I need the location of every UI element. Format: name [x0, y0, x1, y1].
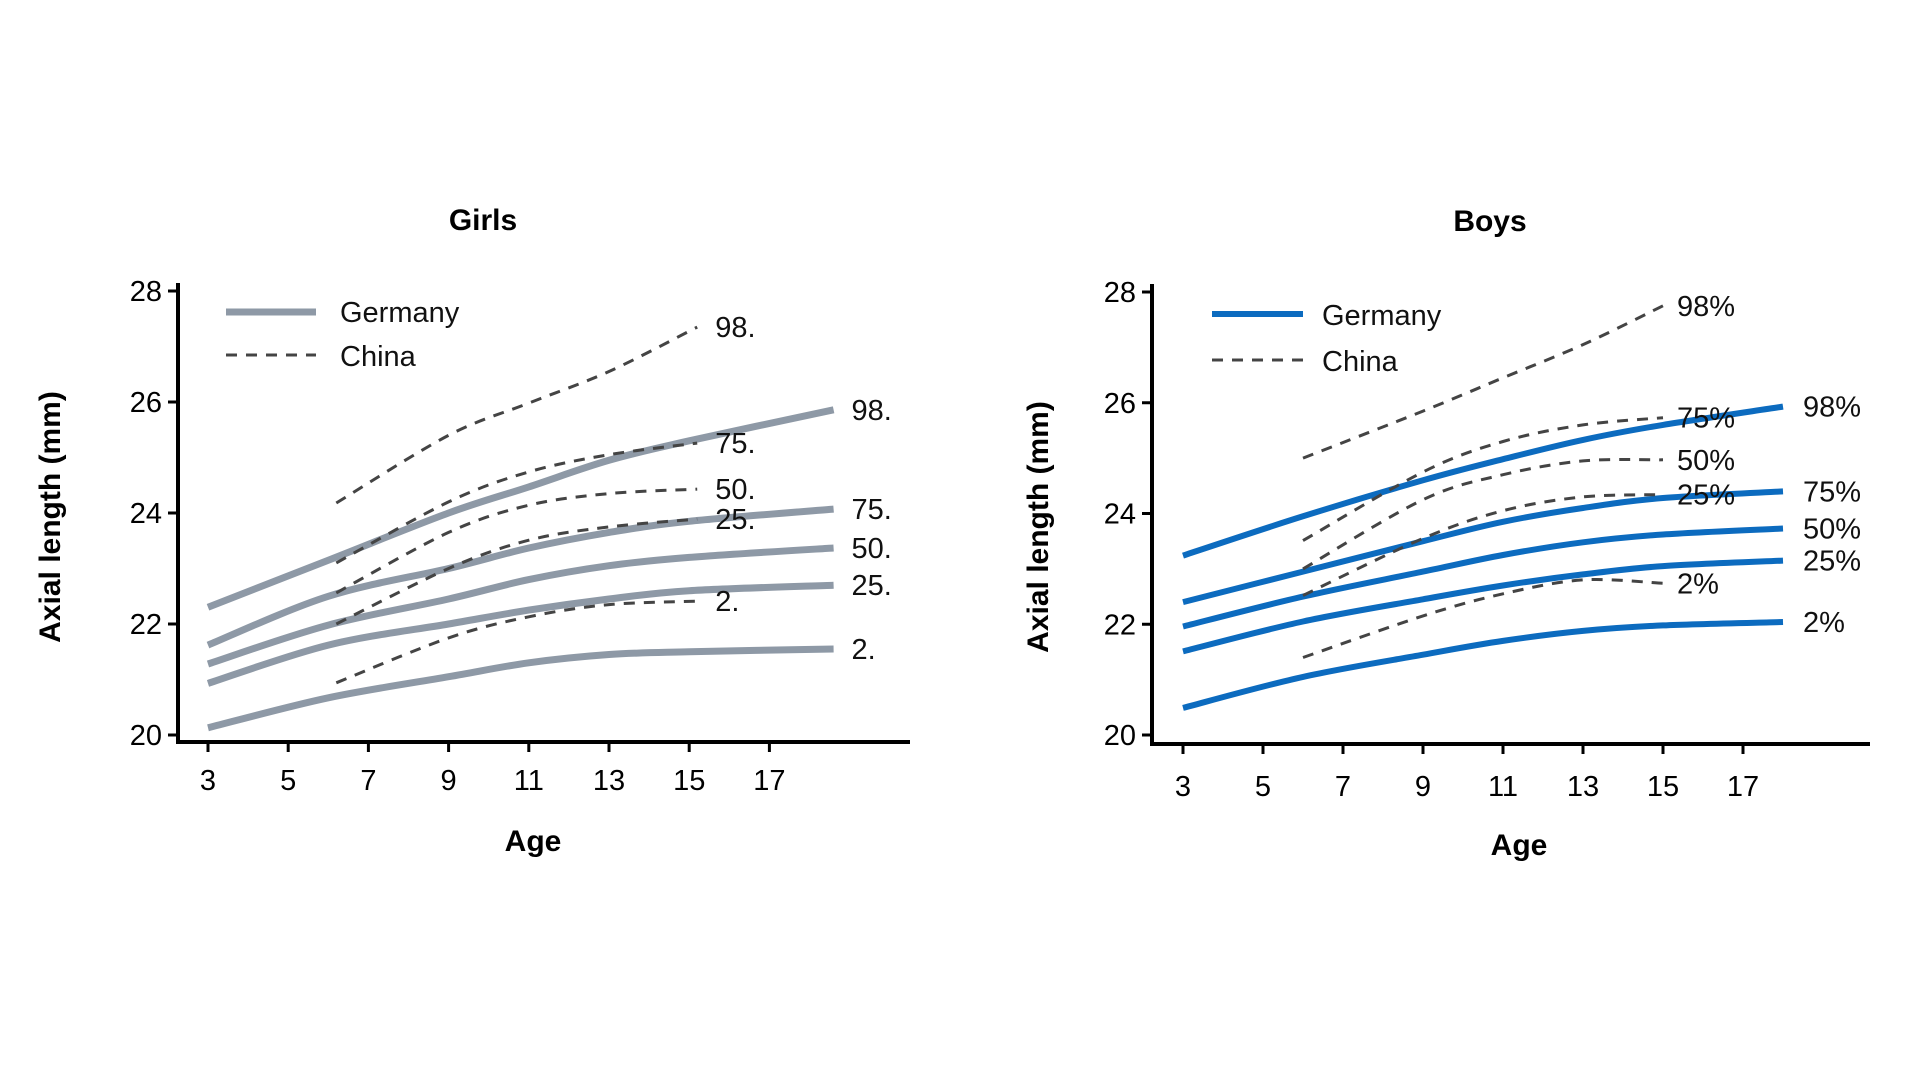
x-tick-label: 7 [360, 765, 376, 797]
series-line-china-75th [1302, 416, 1664, 542]
end-label-germany-75th: 75. [852, 494, 892, 526]
axes: 20 22 24 26 28 3 5 7 9 11 13 15 17 [130, 276, 910, 797]
end-label-germany-98th: 98. [852, 395, 892, 427]
x-tick-label: 3 [1175, 771, 1191, 803]
end-label-germany-25th: 25. [852, 570, 892, 602]
end-label-china-75th: 75% [1677, 403, 1735, 435]
x-tick-label: 13 [593, 765, 625, 797]
legend-label-china: China [340, 341, 417, 373]
end-label-germany-75th: 75% [1803, 476, 1861, 508]
x-tick-label: 11 [1488, 771, 1518, 803]
series-line-china-2nd [1302, 578, 1664, 659]
y-tick-label: 20 [1104, 720, 1136, 752]
y-tick-label: 28 [130, 276, 162, 308]
chart-legend: Germany China [1212, 300, 1442, 378]
series-line-china-25th [335, 517, 698, 626]
x-tick-label: 15 [673, 765, 705, 797]
series-line-germany-98th [1182, 403, 1784, 559]
series-line-germany-75th [1182, 488, 1784, 606]
x-tick-label: 9 [441, 765, 457, 797]
series-line-germany-2nd [1182, 619, 1784, 711]
end-label-germany-2nd: 2. [852, 634, 876, 666]
x-tick-label: 13 [1567, 771, 1599, 803]
x-tick-label: 15 [1647, 771, 1679, 803]
y-tick-label: 22 [1104, 609, 1136, 641]
plot-area: 98%75%50%25%2%98%75%50%25%2% [1182, 291, 1861, 711]
series-line-germany-50th [206, 544, 834, 668]
x-tick-label: 11 [514, 765, 544, 797]
end-label-china-50th: 50. [715, 474, 755, 506]
legend-label-china: China [1322, 346, 1399, 378]
series-line-germany-25th [1182, 557, 1784, 655]
legend-label-germany: Germany [1322, 300, 1442, 332]
x-tick-label: 17 [1727, 771, 1759, 803]
x-axis-title: Age [505, 825, 562, 858]
end-label-china-50th: 50% [1677, 445, 1735, 477]
y-axis-title: Axial length (mm) [1022, 401, 1055, 653]
y-axis-title: Axial length (mm) [34, 391, 67, 643]
end-label-germany-50th: 50% [1803, 513, 1861, 545]
x-tick-label: 5 [1255, 771, 1271, 803]
series-line-china-75th [335, 441, 698, 565]
chart-legend: Germany China [226, 297, 460, 373]
end-label-china-25th: 25% [1677, 480, 1735, 512]
x-tick-label: 17 [753, 765, 785, 797]
x-axis-title: Age [1491, 829, 1548, 862]
boys-chart-panel: Boys Axial length (mm) Age Germany China… [1022, 205, 1870, 862]
x-tick-label: 7 [1335, 771, 1351, 803]
series-line-germany-2nd [207, 645, 834, 732]
end-label-china-25th: 25. [715, 504, 755, 536]
y-tick-label: 24 [1104, 499, 1136, 531]
x-tick-label: 5 [280, 765, 296, 797]
end-label-china-98th: 98% [1677, 291, 1735, 323]
axes: 20 22 24 26 28 3 5 7 9 11 13 15 17 [1104, 277, 1870, 803]
end-label-germany-2nd: 2% [1803, 607, 1845, 639]
girls-chart-panel: Girls Axial length (mm) Age Germany Chin… [34, 204, 910, 858]
end-label-germany-98th: 98% [1803, 392, 1861, 424]
series-line-china-50th [1302, 457, 1664, 571]
y-tick-label: 26 [1104, 388, 1136, 420]
end-label-china-75th: 75. [715, 428, 755, 460]
y-tick-label: 26 [130, 387, 162, 419]
plot-area: 98.75.50.25.2.98.75.50.25.2. [206, 312, 892, 732]
y-tick-label: 28 [1104, 277, 1136, 309]
legend-label-germany: Germany [340, 297, 460, 329]
end-label-china-2nd: 2. [715, 586, 739, 618]
series-line-germany-50th [1182, 525, 1784, 630]
end-label-germany-25th: 25% [1803, 546, 1861, 578]
series-line-germany-98th [206, 406, 835, 611]
end-label-germany-50th: 50. [852, 533, 892, 565]
series-line-germany-25th [206, 581, 834, 687]
end-label-china-2nd: 2% [1677, 568, 1719, 600]
series-line-germany-75th [206, 505, 834, 649]
chart-title: Boys [1453, 205, 1526, 238]
y-tick-label: 20 [130, 720, 162, 752]
series-line-china-2nd [335, 599, 698, 685]
end-label-china-98th: 98. [715, 312, 755, 344]
y-tick-label: 24 [130, 498, 162, 530]
x-tick-label: 9 [1415, 771, 1431, 803]
chart-title: Girls [449, 204, 517, 237]
y-tick-label: 22 [130, 609, 162, 641]
series-line-china-98th [1302, 304, 1664, 460]
x-tick-label: 3 [200, 765, 216, 797]
